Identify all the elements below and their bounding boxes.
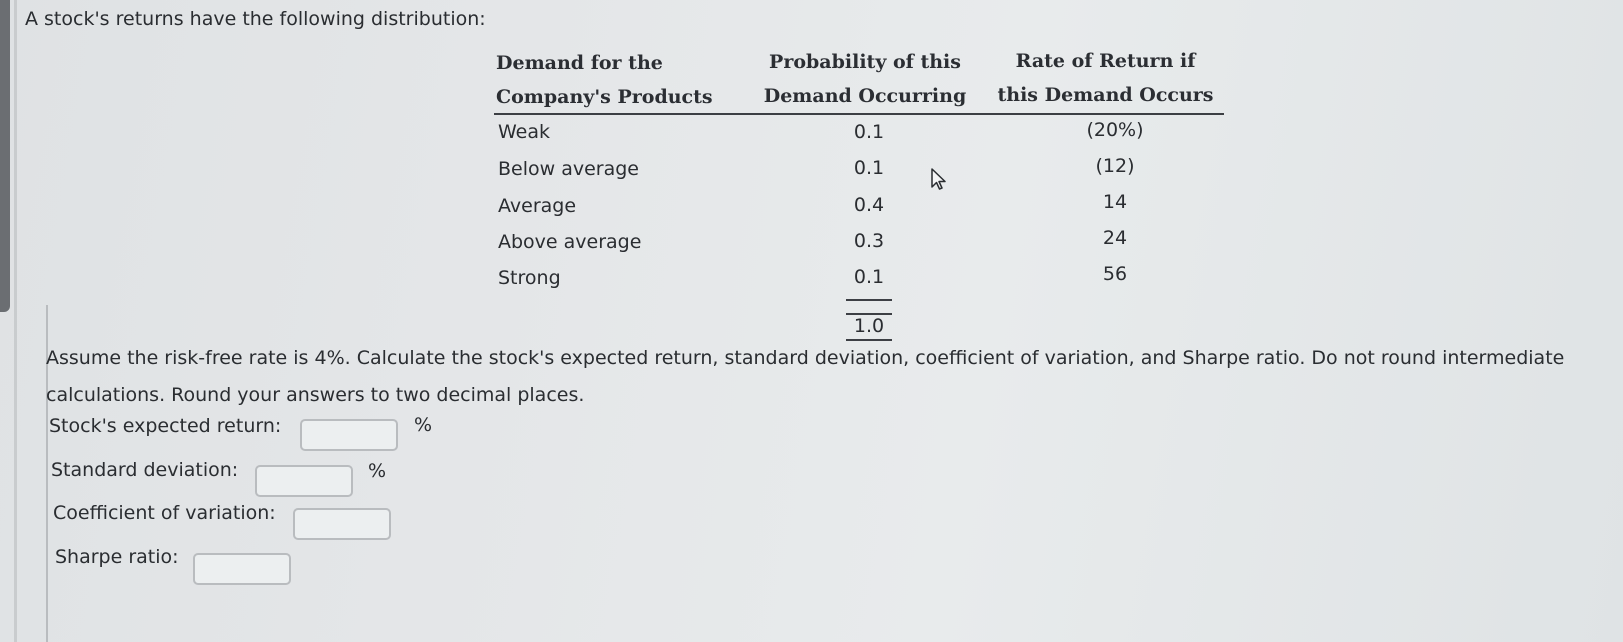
row-above-average-demand: Above average <box>498 231 642 253</box>
coefficient-of-variation-input[interactable] <box>293 508 391 540</box>
expected-return-label: Stock's expected return: <box>49 415 282 437</box>
row-strong-probability: 0.1 <box>853 266 885 288</box>
row-average-return: 14 <box>1102 191 1128 213</box>
header-return: Rate of Return if this Demand Occurs <box>997 50 1214 106</box>
expected-return-unit: % <box>414 414 433 436</box>
row-below-average-demand: Below average <box>498 158 639 180</box>
coefficient-of-variation-label: Coefficient of variation: <box>53 502 276 524</box>
row-below-average-probability: 0.1 <box>853 157 885 179</box>
sharpe-ratio-input[interactable] <box>193 553 291 585</box>
header-demand: Demand for the Company's Products <box>496 52 713 108</box>
row-weak-return: (20%) <box>1086 119 1144 141</box>
probability-total: 1.0 <box>846 313 892 341</box>
page-left-border <box>14 0 17 642</box>
row-average-demand: Average <box>498 195 577 217</box>
standard-deviation-label: Standard deviation: <box>51 459 239 481</box>
row-weak-probability: 0.1 <box>853 121 885 143</box>
row-weak-demand: Weak <box>498 121 551 143</box>
table-header-rule <box>494 113 1224 115</box>
expected-return-input[interactable] <box>300 419 398 451</box>
sum-rule <box>846 299 892 301</box>
header-probability: Probability of this Demand Occurring <box>763 51 967 107</box>
standard-deviation-unit: % <box>368 460 387 482</box>
row-above-average-probability: 0.3 <box>853 230 885 252</box>
sharpe-ratio-label: Sharpe ratio: <box>55 546 179 568</box>
question-intro: A stock's returns have the following dis… <box>25 8 486 30</box>
row-strong-demand: Strong <box>498 267 561 289</box>
standard-deviation-input[interactable] <box>255 465 353 497</box>
question-instructions: Assume the risk-free rate is 4%. Calcula… <box>46 347 1565 406</box>
content-left-border <box>46 305 48 642</box>
mouse-pointer-icon <box>930 167 948 195</box>
row-strong-return: 56 <box>1102 263 1128 285</box>
row-above-average-return: 24 <box>1102 227 1128 249</box>
scrollbar-thumb[interactable] <box>0 0 10 312</box>
row-below-average-return: (12) <box>1095 155 1135 177</box>
row-average-probability: 0.4 <box>853 194 885 216</box>
